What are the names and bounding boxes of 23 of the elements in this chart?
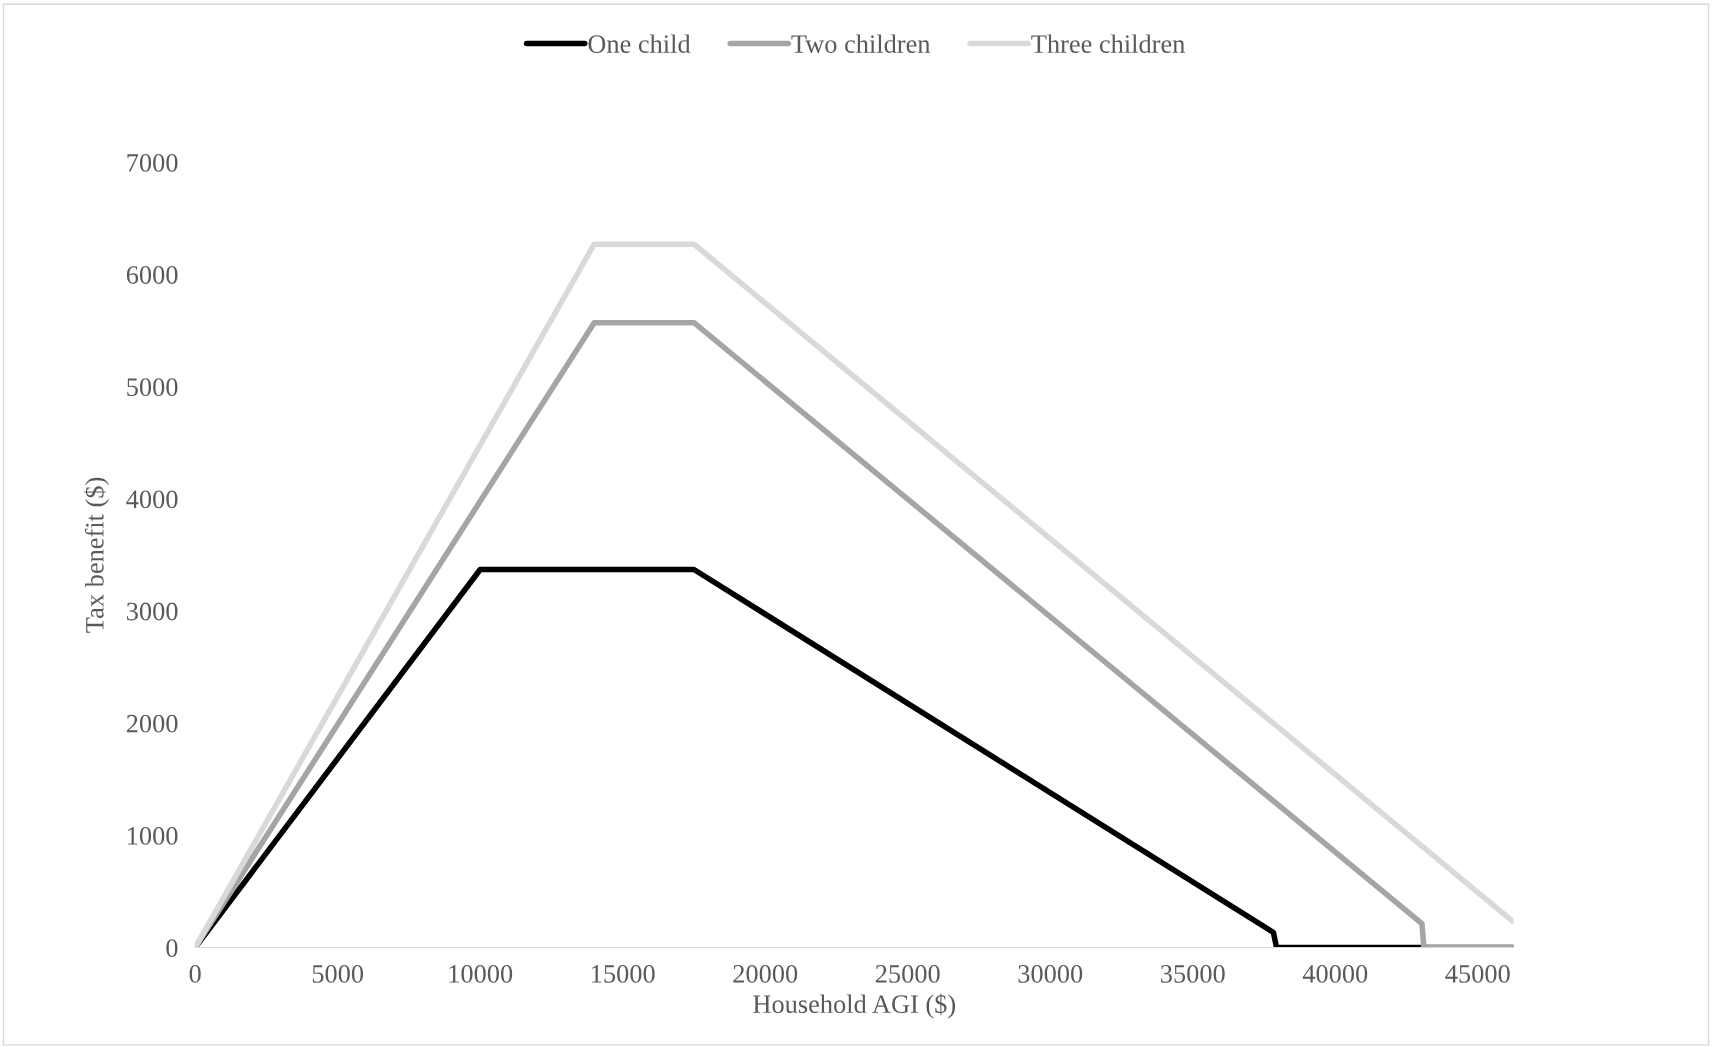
x-tick-label: 25000 (875, 964, 940, 983)
x-tick-label: 5000 (312, 964, 364, 983)
x-tick-label: 45000 (1445, 964, 1510, 983)
y-tick-label: 3000 (126, 602, 178, 621)
y-tick-label: 6000 (126, 266, 178, 284)
x-tick-label: 40000 (1302, 964, 1368, 983)
y-tick-label: 2000 (126, 714, 178, 733)
legend-label: Two children (791, 34, 931, 53)
y-tick-label: 1000 (128, 826, 178, 845)
x-tick-label: 10000 (449, 964, 513, 983)
y-tick-label: 0 (166, 939, 178, 957)
x-tick-label: 20000 (733, 964, 798, 983)
x-tick-label: 35000 (1161, 964, 1225, 983)
x-tick-label: 0 (189, 964, 201, 983)
legend-label: Three children (1031, 34, 1185, 53)
y-tick-label: 5000 (127, 378, 178, 397)
y-tick-label: 7000 (127, 153, 178, 172)
x-tick-label: 15000 (592, 964, 655, 983)
x-axis-title: Household AGI ($) (753, 993, 956, 1019)
y-tick-label: 4000 (126, 490, 178, 509)
y-axis-title: Tax benefit ($) (84, 477, 110, 633)
legend-label: One child (588, 34, 691, 53)
x-tick-label: 30000 (1018, 964, 1083, 983)
